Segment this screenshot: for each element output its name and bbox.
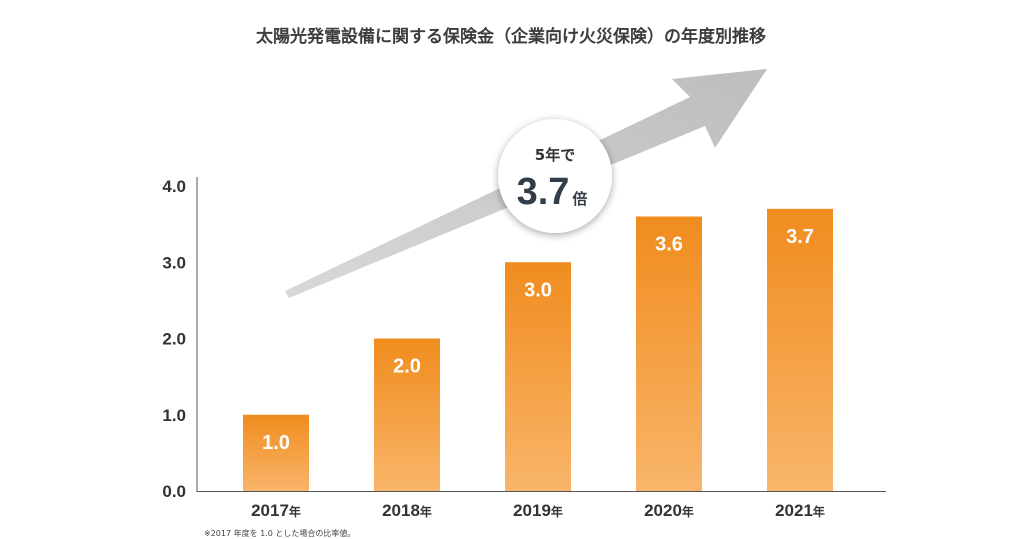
x-category-year: 2019 [513, 501, 551, 520]
x-category-label: 2020年 [644, 501, 694, 520]
x-category-label: 2017年 [251, 501, 301, 520]
bar [636, 216, 702, 491]
x-category-suffix: 年 [289, 504, 301, 519]
callout-badge: 5年で 3.7 倍 [498, 119, 612, 233]
bars: 1.0 2.0 3.0 3.6 3.7 [243, 208, 833, 491]
callout-value-number: 3.7 [517, 171, 570, 213]
x-axis-labels: 2017年 2018年 2019年 2020年 2021年 [251, 501, 825, 520]
x-category-year: 2020 [644, 501, 682, 520]
y-tick-label: 0.0 [162, 482, 186, 501]
x-category-suffix: 年 [551, 504, 563, 519]
chart-title: 太陽光発電設備に関する保険金（企業向け火災保険）の年度別推移 [256, 26, 766, 47]
bar-value-label: 3.7 [786, 226, 814, 248]
bar [767, 208, 833, 491]
x-category-year: 2018 [382, 501, 420, 520]
x-category-year: 2017 [251, 501, 289, 520]
y-axis-ticks: 0.0 1.0 2.0 3.0 4.0 [162, 177, 186, 501]
bar-value-label: 3.0 [524, 279, 552, 301]
callout-line1: 5年で [535, 146, 575, 164]
callout-value-suffix: 倍 [572, 190, 587, 208]
bar [243, 414, 309, 491]
x-category-suffix: 年 [420, 504, 432, 519]
bar-value-label: 1.0 [262, 432, 290, 454]
x-category-suffix: 年 [813, 504, 825, 519]
y-tick-label: 4.0 [162, 177, 186, 196]
bar-value-label: 3.6 [655, 234, 683, 256]
y-tick-label: 2.0 [162, 330, 186, 349]
bar [374, 338, 440, 491]
x-category-label: 2018年 [382, 501, 432, 520]
x-category-year: 2021 [775, 501, 813, 520]
footnote: ※2017 年度を 1.0 とした場合の比率値。 [204, 528, 355, 538]
bar [505, 262, 571, 491]
y-tick-label: 1.0 [162, 406, 186, 425]
x-category-suffix: 年 [682, 504, 694, 519]
y-tick-label: 3.0 [162, 253, 186, 272]
x-category-label: 2021年 [775, 501, 825, 520]
bar-value-label: 2.0 [393, 356, 421, 378]
x-category-label: 2019年 [513, 501, 563, 520]
callout-value: 3.7 倍 [517, 171, 588, 213]
callout-circle [498, 119, 612, 233]
